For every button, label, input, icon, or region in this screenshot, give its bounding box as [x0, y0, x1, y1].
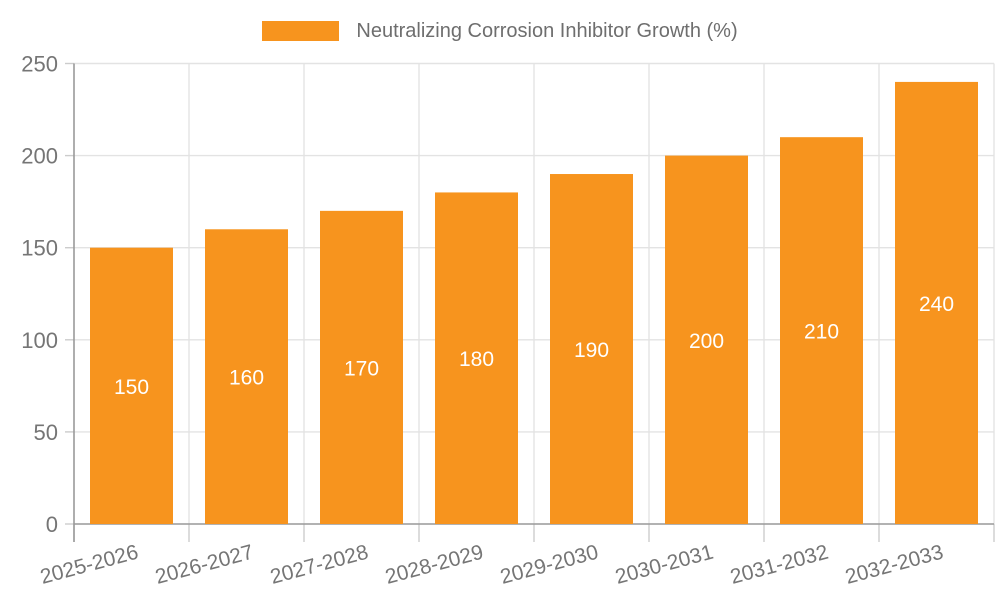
- bar-value-label: 150: [114, 376, 149, 399]
- bar-value-label: 190: [574, 339, 609, 362]
- legend-label: Neutralizing Corrosion Inhibitor Growth …: [356, 19, 738, 42]
- x-axis-label: 2028-2029: [383, 541, 486, 589]
- y-axis-label: 50: [34, 420, 58, 445]
- chart-legend[interactable]: Neutralizing Corrosion Inhibitor Growth …: [0, 14, 1000, 48]
- bar[interactable]: [205, 229, 288, 524]
- x-axis-label: 2026-2027: [153, 541, 256, 589]
- y-axis-label: 150: [21, 236, 58, 261]
- x-axis-label: 2030-2031: [613, 541, 716, 589]
- y-axis-label: 200: [21, 144, 58, 169]
- bar[interactable]: [665, 155, 748, 524]
- x-axis-label: 2029-2030: [498, 541, 601, 589]
- bar[interactable]: [435, 192, 518, 524]
- x-axis-label: 2032-2033: [843, 541, 946, 589]
- x-axis-label: 2027-2028: [268, 541, 371, 589]
- x-axis-label: 2031-2032: [728, 541, 831, 589]
- bar-value-label: 210: [804, 321, 839, 344]
- bar[interactable]: [895, 81, 978, 525]
- y-axis-label: 0: [46, 512, 58, 537]
- bar[interactable]: [780, 137, 863, 524]
- bar-value-label: 180: [459, 348, 494, 371]
- bar[interactable]: [90, 247, 173, 524]
- bar-value-label: 170: [344, 357, 379, 380]
- legend-swatch-icon: [262, 21, 340, 41]
- bar[interactable]: [550, 174, 633, 524]
- bar-value-label: 160: [229, 367, 264, 390]
- bar-value-label: 200: [689, 330, 724, 353]
- x-axis-label: 2025-2026: [38, 541, 141, 589]
- y-axis-label: 250: [21, 52, 58, 77]
- y-axis-label: 100: [21, 328, 58, 353]
- bar[interactable]: [320, 210, 403, 525]
- bar-value-label: 240: [919, 293, 954, 316]
